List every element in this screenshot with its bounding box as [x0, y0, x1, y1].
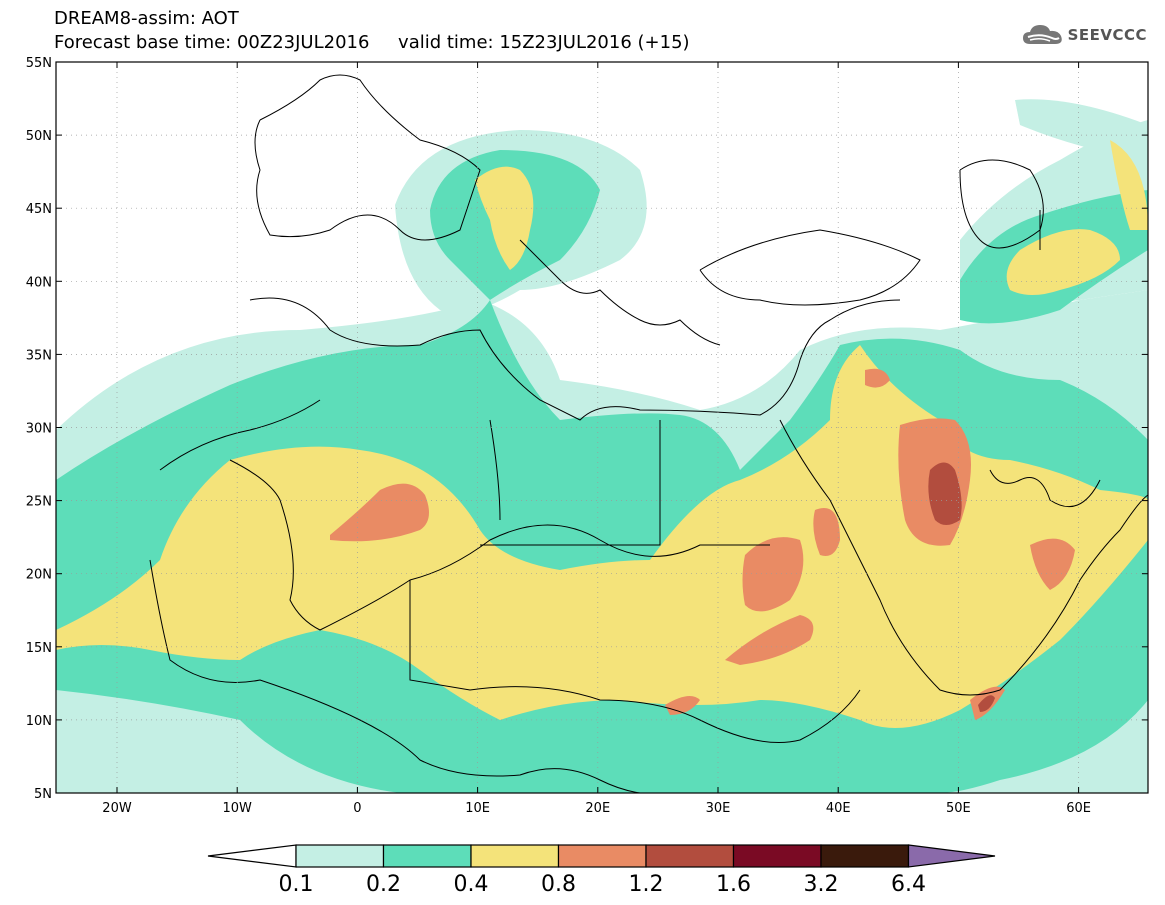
- lat-label: 55N: [26, 56, 52, 71]
- lon-label: 0: [353, 801, 361, 816]
- lon-label: 40E: [826, 801, 851, 816]
- graticule: [56, 62, 1148, 793]
- lon-label: 30E: [706, 801, 731, 816]
- lat-label: 35N: [26, 348, 52, 363]
- legend-swatch: [470, 844, 560, 868]
- lat-label: 30N: [26, 422, 52, 437]
- legend-label: 6.4: [891, 872, 926, 897]
- legend-swatch: [295, 844, 385, 868]
- lon-label: 60E: [1066, 801, 1091, 816]
- aot-band-1.2: [928, 462, 995, 712]
- legend-label: 0.4: [454, 872, 489, 897]
- lon-label: 50E: [946, 801, 971, 816]
- legend-swatch: [820, 844, 910, 868]
- legend-label: 0.2: [366, 872, 401, 897]
- forecast-time-line: Forecast base time: 00Z23JUL2016 valid t…: [54, 32, 690, 53]
- legend-swatch: [207, 844, 297, 868]
- lat-label: 10N: [26, 714, 52, 729]
- legend-label: 1.6: [716, 872, 751, 897]
- lat-labels: 55N 50N 45N 40N 35N 30N 25N 20N 15N 10N 5N: [26, 56, 52, 802]
- legend-label: 3.2: [804, 872, 839, 897]
- legend-swatch: [645, 844, 735, 868]
- seevccc-logo: SEEVCCC: [1022, 22, 1147, 48]
- lon-labels: 20W 10W 0 10E 20E 30E 40E 50E 60E: [102, 801, 1091, 816]
- lat-label: 40N: [26, 275, 52, 290]
- aot-band-0.4: [56, 140, 1148, 728]
- lat-label: 15N: [26, 641, 52, 656]
- legend-swatch: [557, 844, 647, 868]
- coastlines: [149, 74, 1148, 793]
- lon-label: 10E: [465, 801, 490, 816]
- logo-text: SEEVCCC: [1067, 26, 1147, 44]
- legend-label: 0.8: [541, 872, 576, 897]
- lat-label: 50N: [26, 129, 52, 144]
- axis-ticks: [56, 61, 1148, 794]
- legend-label: 0.1: [279, 872, 314, 897]
- legend-label: 1.2: [629, 872, 664, 897]
- lon-label: 10W: [222, 801, 252, 816]
- legend-swatch: [732, 844, 822, 868]
- lat-label: 25N: [26, 495, 52, 510]
- map-title: DREAM8-assim: AOT: [54, 8, 239, 29]
- lat-label: 5N: [34, 787, 52, 802]
- cloud-icon: [1022, 25, 1062, 44]
- lat-label: 45N: [26, 202, 52, 217]
- aot-legend: [207, 844, 996, 868]
- lon-label: 20E: [585, 801, 610, 816]
- lat-label: 20N: [26, 568, 52, 583]
- legend-swatch: [907, 844, 996, 868]
- legend-swatch: [382, 844, 472, 868]
- legend-labels: 0.1 0.2 0.4 0.8 1.2 1.6 3.2 6.4: [279, 872, 927, 897]
- lon-label: 20W: [102, 801, 132, 816]
